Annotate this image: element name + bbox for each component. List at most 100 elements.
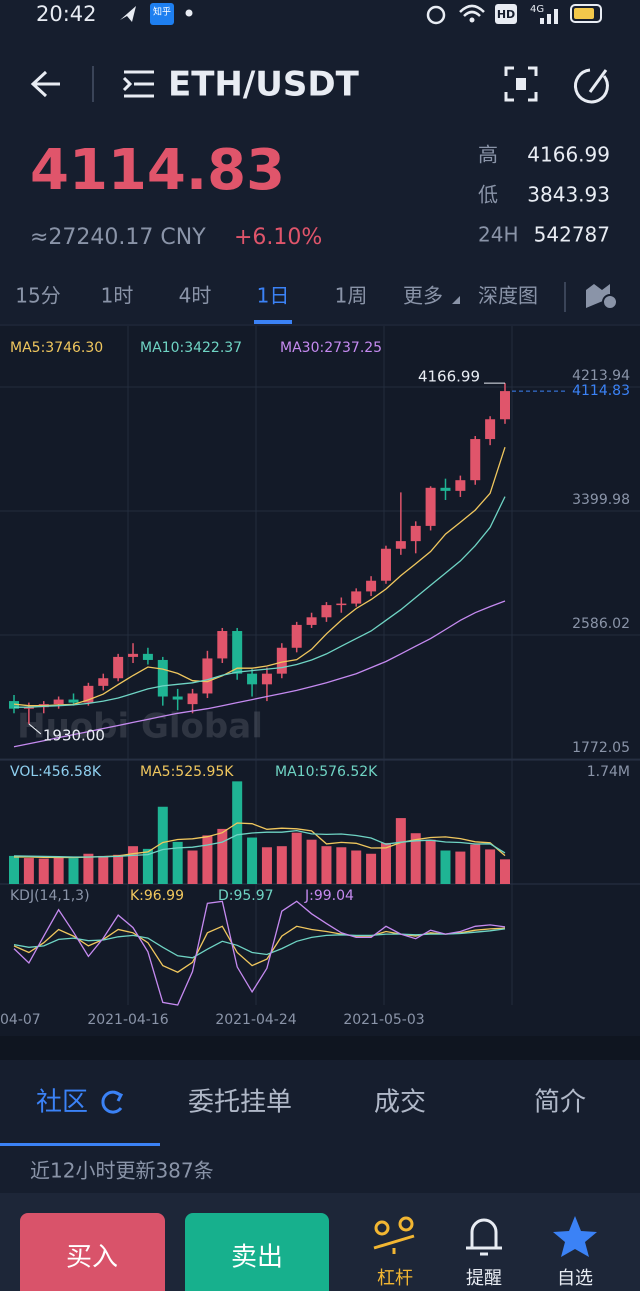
share-arrow: [588, 69, 608, 93]
volume-bar: [217, 828, 228, 884]
status-time: 20:42: [36, 2, 97, 26]
vol-value: 542787: [534, 223, 610, 247]
ma-line: [13, 600, 506, 748]
volume-bar: [142, 848, 153, 884]
dropdown-arrow: [452, 296, 460, 304]
volume-bar: [68, 858, 79, 884]
candle-body: [485, 419, 496, 440]
buy-button[interactable]: [20, 1213, 165, 1291]
candle-body: [261, 673, 272, 685]
x-tick-label: 2021-04-24: [215, 1012, 296, 1028]
ma-label: MA5:3746.30: [10, 340, 103, 356]
kdj-label: D:95.97: [218, 888, 274, 904]
volume-bar: [98, 855, 109, 884]
bottom-tab[interactable]: 社区: [36, 1088, 88, 1118]
candle-body: [113, 656, 124, 679]
screenshot-icon[interactable]: [504, 66, 538, 102]
candle-body: [217, 631, 228, 659]
volume-label: VOL:456.58K: [10, 764, 102, 780]
chart-area: [0, 326, 640, 1036]
hd-box: [495, 4, 517, 24]
interval-tab[interactable]: 深度图: [478, 284, 538, 308]
bottom-tab[interactable]: 简介: [534, 1088, 586, 1118]
volume-bar: [232, 781, 243, 884]
volume-label: MA5:525.95K: [140, 764, 234, 780]
candle-body: [142, 653, 153, 660]
interval-tab[interactable]: 1日: [257, 284, 290, 308]
candle-body: [440, 487, 451, 491]
interval-tab[interactable]: 1周: [335, 284, 368, 308]
volume-bar: [38, 858, 49, 884]
candle-body: [247, 673, 258, 685]
interval-tab[interactable]: 更多: [403, 284, 443, 308]
candle-body: [9, 701, 19, 709]
volume-bar: [455, 851, 466, 884]
candle-body: [128, 653, 139, 657]
volume-bar: [187, 850, 198, 884]
kdj-label: KDJ(14,1,3): [10, 888, 90, 904]
settings-gear: [602, 294, 618, 310]
volume-bar: [202, 835, 213, 884]
low-value: 3843.93: [527, 183, 610, 207]
share-icon[interactable]: [573, 68, 609, 104]
volume-bar: [53, 856, 64, 884]
leverage-icon-b: [398, 1216, 414, 1232]
volume-bar: [9, 855, 19, 884]
wifi-icon: [459, 4, 485, 17]
back-button[interactable]: [30, 70, 60, 98]
bottom-tab[interactable]: 委托挂单: [188, 1088, 292, 1118]
leverage-icon[interactable]: [374, 1220, 390, 1236]
screenshot-dot: [516, 78, 526, 90]
candle-body: [500, 391, 510, 420]
candle-body: [172, 696, 183, 700]
battery: [570, 4, 602, 23]
candle-body: [470, 439, 481, 481]
sell-label: 卖出: [231, 1243, 283, 1273]
bottom-tab[interactable]: 成交: [374, 1088, 426, 1118]
refresh-arrow: [113, 1090, 124, 1102]
alert-icon[interactable]: [466, 1218, 502, 1256]
volume-bar: [321, 846, 332, 884]
volume-bar: [247, 837, 258, 884]
vol-label: 24H: [478, 223, 519, 247]
menu-icon[interactable]: [122, 70, 154, 98]
change-percent: +6.10%: [234, 225, 322, 250]
volume-bar: [380, 842, 391, 884]
interval-tab[interactable]: 1时: [101, 284, 134, 308]
nav-label: 自选: [557, 1268, 593, 1289]
volume-bar: [23, 858, 34, 884]
volume-bar: [470, 844, 481, 884]
favorite-icon[interactable]: [553, 1216, 597, 1257]
ma-label: MA30:2737.25: [280, 340, 382, 356]
candle-body: [366, 580, 377, 592]
interval-tab[interactable]: 4时: [179, 284, 212, 308]
hd-label: HD: [497, 8, 515, 21]
candle-body: [23, 707, 34, 709]
high-value: 4166.99: [527, 143, 610, 167]
tab-underline: [0, 1143, 160, 1146]
nav-label: 提醒: [466, 1268, 502, 1289]
volume-label: MA10:576.52K: [275, 764, 378, 780]
volume-bar: [410, 833, 421, 884]
kline-chart: 4213.94 3399.98 2586.02 1772.05 Huobi Global…: [0, 326, 640, 1028]
volume-bar: [128, 846, 139, 884]
candle-body: [455, 480, 466, 491]
battery-level: [574, 8, 594, 19]
candle-body: [83, 685, 94, 703]
volume-bar: [291, 832, 302, 884]
settings-icon[interactable]: [586, 284, 610, 308]
low-marker-label: 1930.00: [43, 726, 105, 744]
volume-bar: [157, 806, 168, 884]
candle-body: [98, 678, 109, 686]
candle-body: [232, 631, 243, 674]
gap: [0, 1036, 640, 1060]
interval-underline: [254, 320, 292, 324]
interval-tab[interactable]: 15分: [15, 284, 60, 308]
candle-body: [276, 647, 287, 674]
sell-button[interactable]: [185, 1213, 329, 1291]
candle-body: [291, 624, 302, 648]
y-tick-label: 3399.98: [572, 492, 630, 508]
